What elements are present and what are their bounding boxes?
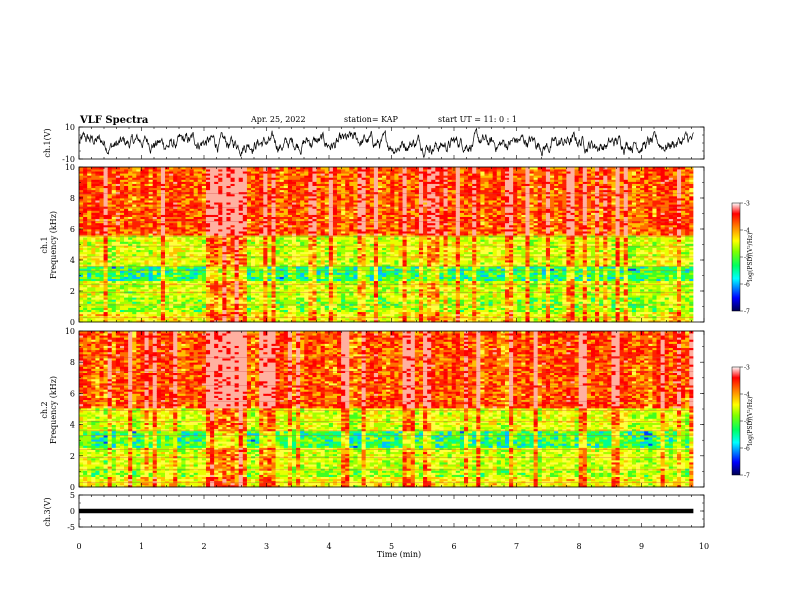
ch3-waveform-ytick-label: -5 [67, 523, 75, 532]
ch1-waveform-frame [78, 126, 705, 160]
date-label: Apr. 25, 2022 [250, 115, 306, 124]
x-tick-label: 7 [514, 542, 519, 551]
ch1-waveform-trace [78, 127, 694, 159]
ch2-spectrogram-ytick-label: 2 [70, 452, 75, 461]
ch2-spectrogram-frame [78, 330, 705, 488]
ch1-spectrogram-frame [78, 166, 705, 323]
ch1-spectrogram-ytick-label: 8 [70, 194, 75, 203]
ch1-spectrogram-ytick-label: 2 [70, 287, 75, 296]
ch1-spectrogram-ylabel-channel: ch.1 [40, 236, 49, 253]
ch3-waveform-ytick-label: 5 [70, 491, 75, 500]
ch2-spectrogram-cells [79, 331, 694, 488]
x-tick-label: 5 [389, 542, 394, 551]
ch3-waveform-ylabel: ch.3(V) [43, 497, 52, 526]
x-tick-label: 1 [139, 542, 144, 551]
x-tick-label: 0 [76, 542, 81, 551]
ch2-spectrogram-ytick-label: 0 [70, 483, 75, 492]
ch2-colorbar-gradient [731, 366, 741, 476]
ch1-spectrogram-ylabel-frequency: Frequency (kHz) [49, 211, 58, 279]
x-tick-label: 6 [451, 542, 456, 551]
ch3-waveform-panel: 5 0 -5 0 1 2 3 4 5 6 7 8 9 10 [67, 491, 709, 551]
ch1-waveform-ylabel: ch.1(V) [43, 128, 52, 157]
ch2-colorbar-tick-label: -5 [744, 419, 750, 426]
ch1-colorbar-tick-label: -3 [744, 201, 750, 208]
ch1-colorbar: -3 -4 -5 -6 -7 log(PSD)(V²/Hz) [731, 201, 754, 316]
start-time-label: start UT = 11: 0 : 1 [438, 115, 517, 124]
ch1-waveform-panel: 10 -10 [62, 123, 705, 164]
ch1-colorbar-tick-label: -5 [744, 255, 750, 262]
ch2-colorbar-tick-label: -7 [744, 473, 750, 480]
station-label: station= KAP [344, 115, 399, 124]
ch2-colorbar-tick-label: -4 [744, 392, 750, 399]
ch1-colorbar-tick-label: -4 [744, 228, 750, 235]
ch2-spectrogram-narrowband-lines [79, 357, 694, 483]
ch2-colorbar-label: log(PSD)(V²/Hz) [747, 397, 754, 446]
ch2-spectrogram-panel: 0 2 4 6 8 10 [65, 327, 705, 492]
ch1-spectrogram-ytick-label: 0 [70, 318, 75, 327]
ch1-spectrogram-cells [79, 167, 694, 323]
ch1-waveform-ytick-label: -10 [62, 155, 75, 164]
ch2-colorbar: -3 -4 -5 -6 -7 log(PSD)(V²/Hz) [731, 365, 754, 480]
ch1-spectrogram-empty-region [693, 167, 704, 322]
ch2-colorbar-tick-label: -6 [744, 446, 750, 453]
ch2-spectrogram-empty-region [693, 331, 704, 487]
ch2-spectrogram-ytick-label: 8 [70, 358, 75, 367]
ch1-spectrogram-ytick-label: 4 [70, 256, 75, 265]
ch2-spectrogram-ytick-label: 10 [65, 327, 75, 336]
x-tick-label: 10 [699, 542, 709, 551]
ch3-waveform-ytick-label: 0 [70, 507, 75, 516]
ch2-spectrogram-ytick-label: 6 [70, 389, 75, 398]
ch1-spectrogram-ytick-label: 10 [65, 163, 75, 172]
ch1-colorbar-tick-label: -7 [744, 309, 750, 316]
ch2-colorbar-tick-label: -3 [744, 365, 750, 372]
ch2-spectrogram-ytick-label: 4 [70, 421, 75, 430]
ch2-spectrogram-ylabel-frequency: Frequency (kHz) [49, 376, 58, 444]
x-tick-label: 8 [576, 542, 581, 551]
x-tick-label: 4 [326, 542, 331, 551]
x-tick-label: 2 [201, 542, 206, 551]
ch1-colorbar-gradient [731, 202, 741, 312]
ch1-spectrogram-ytick-label: 6 [70, 225, 75, 234]
ch3-waveform-frame [78, 494, 705, 528]
ch1-colorbar-tick-label: -6 [744, 282, 750, 289]
x-tick-label: 3 [264, 542, 269, 551]
x-tick-label: 9 [639, 542, 644, 551]
ch1-spectrogram-panel: 0 2 4 6 8 10 [65, 163, 705, 327]
ch3-waveform-trace [79, 508, 694, 514]
figure-title: VLF Spectra [79, 115, 149, 126]
ch1-spectrogram-narrowband-lines [79, 193, 694, 318]
x-axis-label: Time (min) [377, 550, 421, 559]
ch1-colorbar-label: log(PSD)(V²/Hz) [747, 233, 754, 282]
ch1-waveform-ytick-label: 10 [65, 123, 75, 132]
ch2-spectrogram-ylabel-channel: ch.2 [40, 401, 49, 418]
